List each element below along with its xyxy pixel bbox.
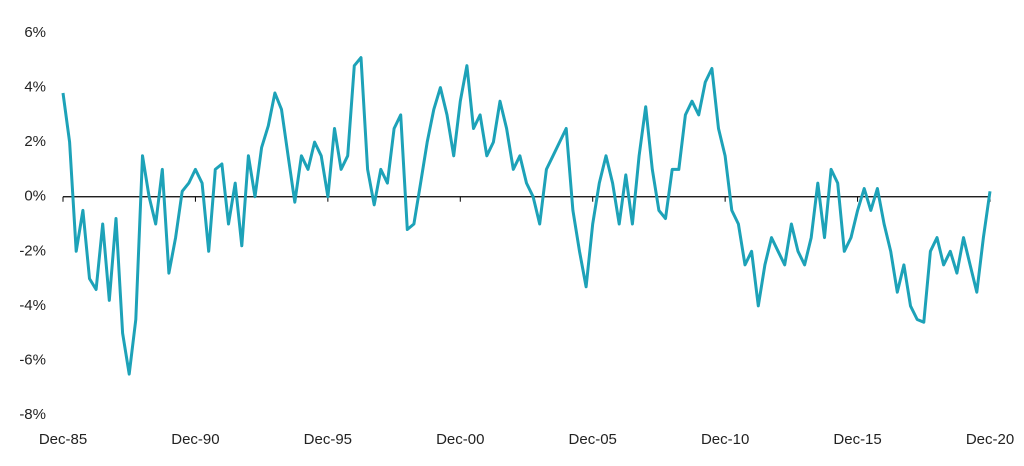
y-tick-label: 6% [24,24,46,41]
x-tick-label: Dec-10 [701,431,749,448]
x-tick-label: Dec-90 [171,431,219,448]
y-tick-label: 0% [24,188,46,205]
y-tick-label: -2% [19,242,46,259]
y-tick-label: 4% [24,79,46,96]
x-tick-label: Dec-15 [833,431,881,448]
y-tick-label: -4% [19,297,46,314]
x-tick-label: Dec-05 [569,431,617,448]
x-tick-label: Dec-85 [39,431,87,448]
y-tick-label: 2% [24,133,46,150]
x-tick-label: Dec-00 [436,431,484,448]
y-tick-label: -6% [19,351,46,368]
y-tick-label: -8% [19,406,46,423]
x-tick-label: Dec-20 [966,431,1014,448]
x-tick-label: Dec-95 [304,431,352,448]
series-line [61,56,992,376]
